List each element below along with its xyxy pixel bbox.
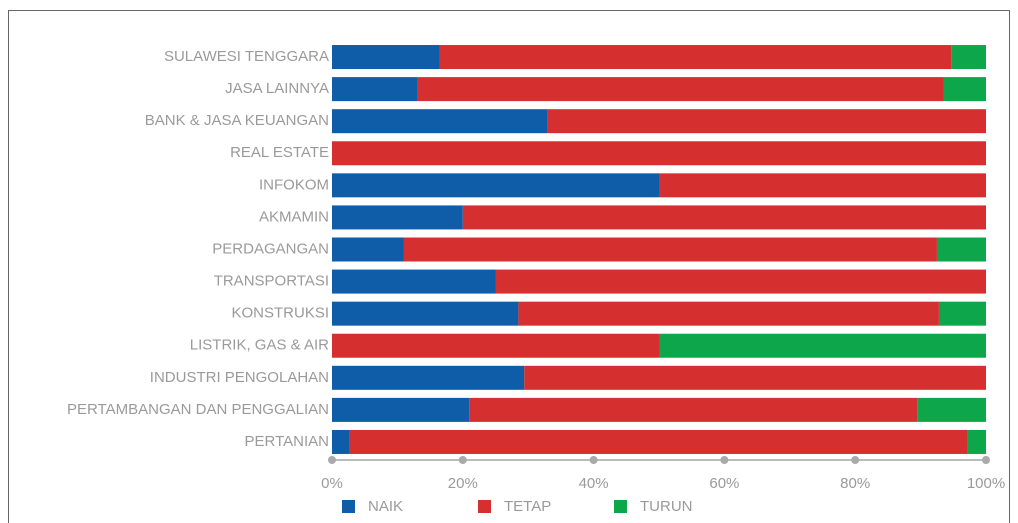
bar-segment	[332, 45, 440, 70]
x-tick	[720, 456, 729, 464]
bar-segment	[332, 109, 548, 134]
y-tick-label: REAL ESTATE	[230, 144, 329, 161]
bar-segment	[349, 429, 968, 454]
legend-label: TETAP	[504, 498, 551, 515]
y-tick-label: BANK & JASA KEUANGAN	[145, 112, 329, 129]
legend-swatch	[478, 500, 491, 513]
x-tick	[589, 456, 598, 464]
bar-segment	[417, 77, 944, 102]
y-tick-label: INFOKOM	[259, 176, 329, 193]
legend-label: NAIK	[368, 498, 403, 515]
x-tick-label: 20%	[448, 475, 478, 492]
y-tick-label: PERTAMBANGAN DAN PENGGALIAN	[67, 401, 329, 418]
y-tick-label: KONSTRUKSI	[231, 305, 329, 322]
bar-segment	[659, 173, 986, 198]
bar-segment	[936, 237, 986, 262]
y-tick-label: INDUSTRI PENGOLAHAN	[150, 369, 329, 386]
x-tick	[328, 456, 336, 464]
bar-segment	[332, 333, 659, 358]
bar-segment	[332, 269, 496, 294]
bar-segment	[524, 365, 986, 390]
bar-segment	[332, 205, 463, 230]
x-tick	[851, 456, 860, 464]
x-tick-label: 0%	[321, 475, 343, 492]
bar-segment	[518, 301, 939, 326]
bar-segment	[938, 301, 986, 326]
legend-label: TURUN	[640, 498, 693, 515]
bar-segment	[943, 77, 986, 102]
bar-segment	[547, 109, 986, 134]
y-tick-label: AKMAMIN	[259, 208, 329, 225]
bar-segment	[469, 397, 918, 422]
y-tick-label: PERDAGANGAN	[212, 240, 329, 257]
bar-segment	[917, 397, 986, 422]
x-tick-label: 60%	[709, 475, 739, 492]
x-tick	[458, 456, 467, 464]
legend-swatch	[342, 500, 355, 513]
bar-segment	[332, 429, 350, 454]
x-tick-label: 80%	[840, 475, 870, 492]
bar-segment	[332, 173, 659, 198]
y-tick-label: SULAWESI TENGGARA	[164, 48, 329, 65]
bar-segment	[439, 45, 952, 70]
frame	[8, 10, 1010, 523]
bar-segment	[967, 429, 986, 454]
bar-segment	[332, 397, 470, 422]
y-tick-label: TRANSPORTASI	[214, 273, 329, 290]
x-tick	[982, 456, 990, 464]
y-tick-label: LISTRIK, GAS & AIR	[190, 337, 329, 354]
x-tick-label: 40%	[579, 475, 609, 492]
legend-swatch	[614, 500, 627, 513]
bar-segment	[332, 77, 418, 102]
x-tick-label: 100%	[967, 475, 1005, 492]
bar-segment	[332, 141, 986, 166]
bar-segment	[403, 237, 937, 262]
y-tick-label: PERTANIAN	[245, 433, 329, 450]
bar-segment	[332, 237, 404, 262]
bar-segment	[495, 269, 986, 294]
y-tick-label: JASA LAINNYA	[225, 80, 329, 97]
bar-segment	[462, 205, 986, 230]
bar-segment	[659, 333, 986, 358]
bar-segment	[332, 365, 525, 390]
bar-segment	[332, 301, 519, 326]
bar-segment	[951, 45, 986, 70]
